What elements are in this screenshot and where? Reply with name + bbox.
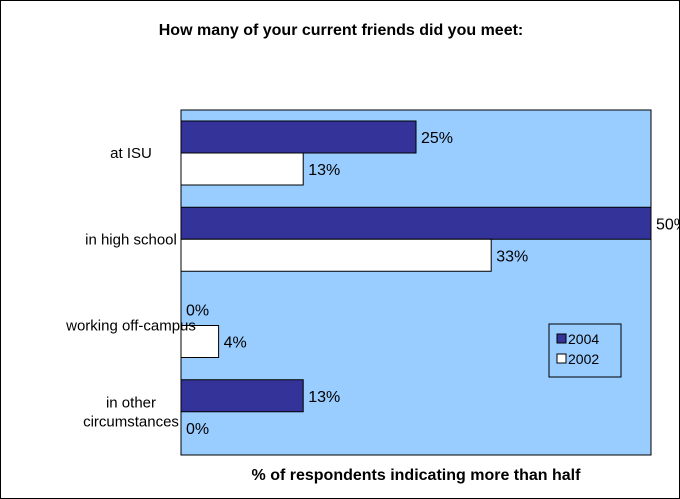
bar-2002-2: [180, 325, 220, 358]
value-label-2004-3: 13%: [308, 389, 340, 406]
bars-group: [180, 120, 652, 413]
value-label-2002-3: 0%: [186, 421, 209, 438]
legend: 2004 2002: [548, 323, 622, 378]
bar-2004-0: [180, 120, 417, 154]
value-labels-group: 25% 13% 50% 33% 0% 4% 13% 0%: [186, 130, 680, 438]
legend-box: [548, 323, 622, 378]
category-label-3-line-1: circumstances: [83, 413, 179, 430]
legend-label-2002: 2002: [568, 351, 599, 367]
value-label-2004-1: 50%: [656, 216, 680, 233]
bar-2002-0: [180, 152, 304, 186]
value-label-2002-0: 13%: [308, 162, 340, 179]
bar-2004-1: [180, 206, 652, 240]
bar-2002-1: [180, 238, 492, 272]
value-label-2004-2: 0%: [186, 303, 209, 320]
bar-2004-3: [180, 379, 304, 413]
value-label-2004-0: 25%: [421, 130, 453, 147]
legend-label-2004: 2004: [568, 331, 599, 347]
chart-title: How many of your current friends did you…: [158, 22, 524, 39]
x-axis-label: % of respondents indicating more than ha…: [251, 467, 581, 484]
value-label-2002-2: 4%: [224, 335, 247, 352]
value-label-2002-1: 33%: [496, 248, 528, 265]
legend-swatch-2004: [556, 333, 567, 344]
category-label-3-line-0: in other: [106, 394, 156, 411]
category-label-2: working off-campus: [65, 318, 196, 335]
category-label-1: in high school: [85, 231, 177, 248]
legend-swatch-2002: [556, 353, 567, 364]
category-labels-group: at ISU in high school working off-campus in…: [65, 145, 196, 430]
category-label-0: at ISU: [110, 145, 152, 162]
